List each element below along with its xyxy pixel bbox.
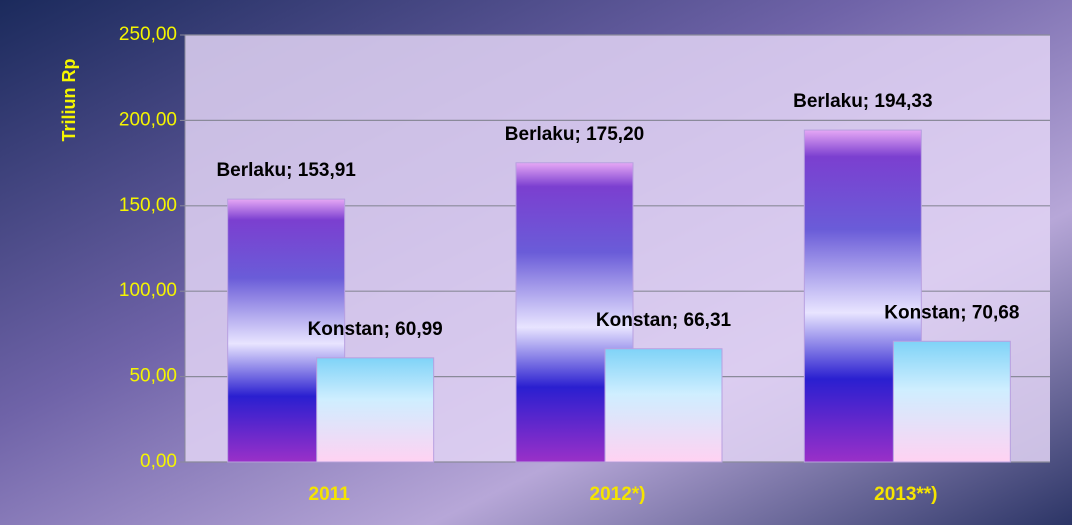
y-axis-label: Triliun Rp	[59, 59, 79, 142]
bar	[317, 358, 434, 462]
value-label: Konstan; 66,31	[596, 310, 732, 331]
value-label: Konstan; 70,68	[884, 302, 1019, 323]
x-tick-label: 2012*)	[590, 484, 646, 505]
x-tick-label: 2011	[309, 484, 351, 505]
y-tick-label: 50,00	[129, 366, 177, 387]
value-label: Berlaku; 175,20	[505, 124, 644, 145]
y-tick-label: 150,00	[119, 195, 177, 216]
bar	[893, 341, 1010, 462]
y-tick-label: 250,00	[119, 24, 177, 45]
value-label: Konstan; 60,99	[308, 319, 443, 340]
page: Triliun Rp 0,00 50,00 100,00 150,00 200,00 25…	[0, 0, 1072, 525]
y-tick-label: 100,00	[119, 280, 177, 301]
value-label: Berlaku; 153,91	[216, 160, 356, 181]
y-tick-label: 200,00	[119, 109, 177, 130]
x-tick-label: 2013**)	[874, 484, 937, 505]
chart: Triliun Rp 0,00 50,00 100,00 150,00 200,00 25…	[0, 0, 1072, 525]
y-tick-label: 0,00	[140, 451, 177, 472]
bar	[605, 349, 722, 462]
value-label: Berlaku; 194,33	[793, 91, 932, 112]
